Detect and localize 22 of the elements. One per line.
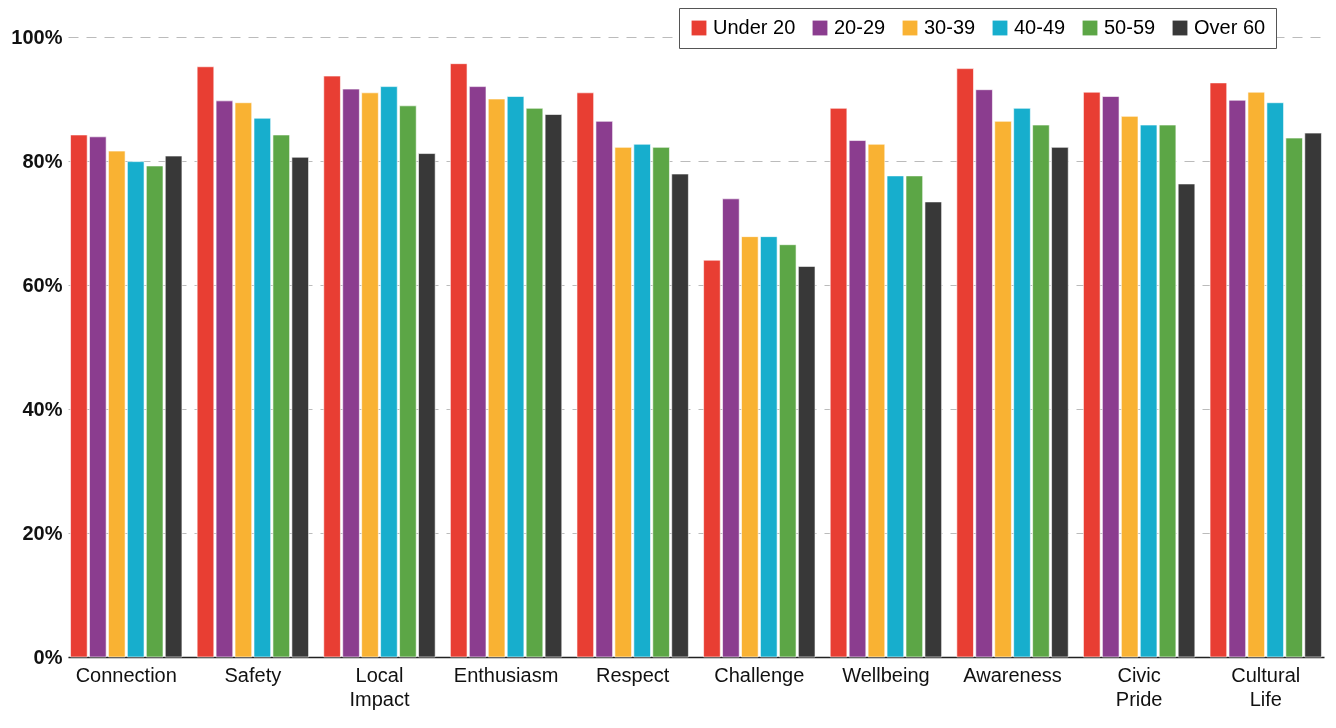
x-tick-label: Enthusiasm (453, 663, 559, 686)
x-tick-label: Awareness (963, 663, 1062, 686)
y-tick-label: 100% (11, 25, 63, 48)
x-tick-label: Wellbeing (842, 663, 930, 686)
legend-label: 30-39 (924, 16, 976, 38)
x-tick-label: Local Impact (349, 663, 410, 710)
x-tick-label: Cultural Life (1231, 663, 1301, 710)
x-tick-label: Civic Pride (1115, 663, 1163, 710)
x-tick-label: Respect (596, 663, 670, 686)
legend-label: Under 20 (713, 16, 796, 38)
y-tick-label: 0% (33, 645, 63, 668)
x-tick-label: Safety (224, 663, 282, 686)
x-tick-label: Challenge (714, 663, 805, 686)
y-tick-label: 40% (22, 397, 63, 420)
legend-label: 40-49 (1014, 16, 1066, 38)
legend-label: 20-29 (834, 16, 886, 38)
y-tick-label: 20% (22, 521, 63, 544)
x-tick-label: Connection (75, 663, 177, 686)
legend-label: Over 60 (1194, 16, 1266, 38)
y-tick-label: 60% (22, 273, 63, 296)
y-tick-label: 80% (22, 149, 63, 172)
legend-label: 50-59 (1104, 16, 1156, 38)
